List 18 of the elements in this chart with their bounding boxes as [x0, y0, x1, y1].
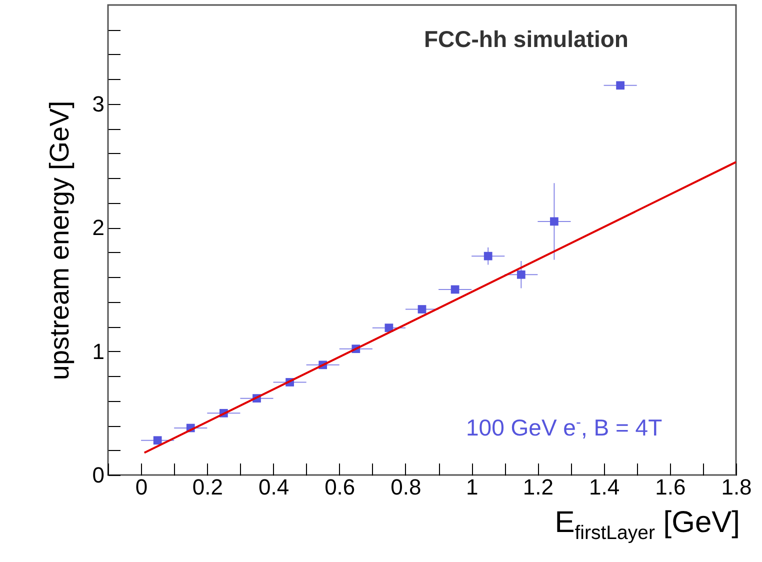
y-axis-title: upstream energy [GeV] [44, 100, 74, 380]
y-tick-label: 2 [92, 215, 104, 240]
annotation: 100 GeV e$^{-}$, B = 4T [466, 414, 662, 442]
x-tick-label: 1.4 [588, 474, 620, 500]
x-tick-label: 1.2 [522, 474, 554, 500]
x-tick-label: 0.8 [390, 474, 422, 500]
x-tick-label: 0.6 [324, 474, 356, 500]
x-tick-label: 1 [466, 474, 478, 500]
y-tick-label: 3 [92, 91, 104, 116]
y-tick-label: 1 [92, 338, 104, 364]
x-tick-label: 0 [135, 474, 148, 500]
x-tick-label: 0.2 [192, 474, 223, 500]
x-axis-title: E$_{firstLayer}$ [GeV] [554, 506, 740, 545]
x-tick-label: 0.4 [258, 474, 290, 500]
annotation: FCC-hh simulation [424, 26, 628, 53]
x-tick-label: 1.6 [655, 474, 686, 500]
x-tick-label: 1.8 [721, 474, 752, 500]
point [616, 81, 624, 90]
